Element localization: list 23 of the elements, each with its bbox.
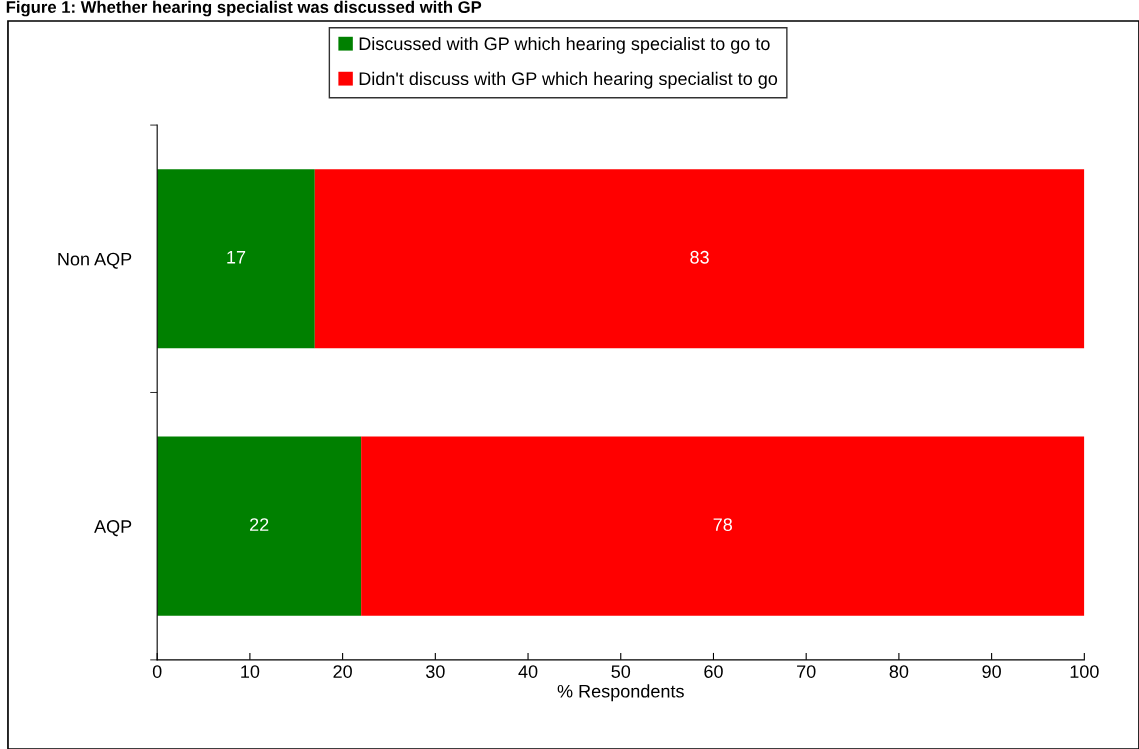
- x-tick-label: 50: [611, 665, 631, 678]
- data-label: 22: [250, 518, 269, 531]
- x-tick-label: 20: [333, 665, 352, 678]
- x-tick-label: 70: [797, 665, 816, 678]
- data-label: 78: [713, 518, 732, 532]
- x-tick-label: 10: [241, 665, 260, 678]
- data-label: 83: [690, 250, 709, 264]
- y-tick-label: AQP: [94, 520, 132, 537]
- chart-title: Figure 1: Whether hearing specialist was discussed with GP: [6, 0, 482, 17]
- legend-label: Discussed with GP which hearing specialist to go to: [359, 36, 770, 54]
- x-tick-label: 100: [1070, 665, 1099, 678]
- x-tick-label: 60: [704, 665, 723, 678]
- x-tick-label: 80: [889, 665, 909, 678]
- data-label: 17: [227, 251, 246, 264]
- x-tick-label: 40: [518, 665, 538, 678]
- bar: [157, 169, 315, 349]
- bar: [157, 436, 362, 616]
- x-tick-label: 0: [152, 665, 162, 678]
- x-axis-title: % Respondents: [557, 684, 684, 702]
- x-tick-label: 90: [982, 665, 1001, 678]
- x-tick-label: 30: [425, 665, 445, 678]
- legend-label: Didn't discuss with GP which hearing specialist to go: [359, 71, 778, 89]
- y-tick-label: Non AQP: [58, 252, 132, 269]
